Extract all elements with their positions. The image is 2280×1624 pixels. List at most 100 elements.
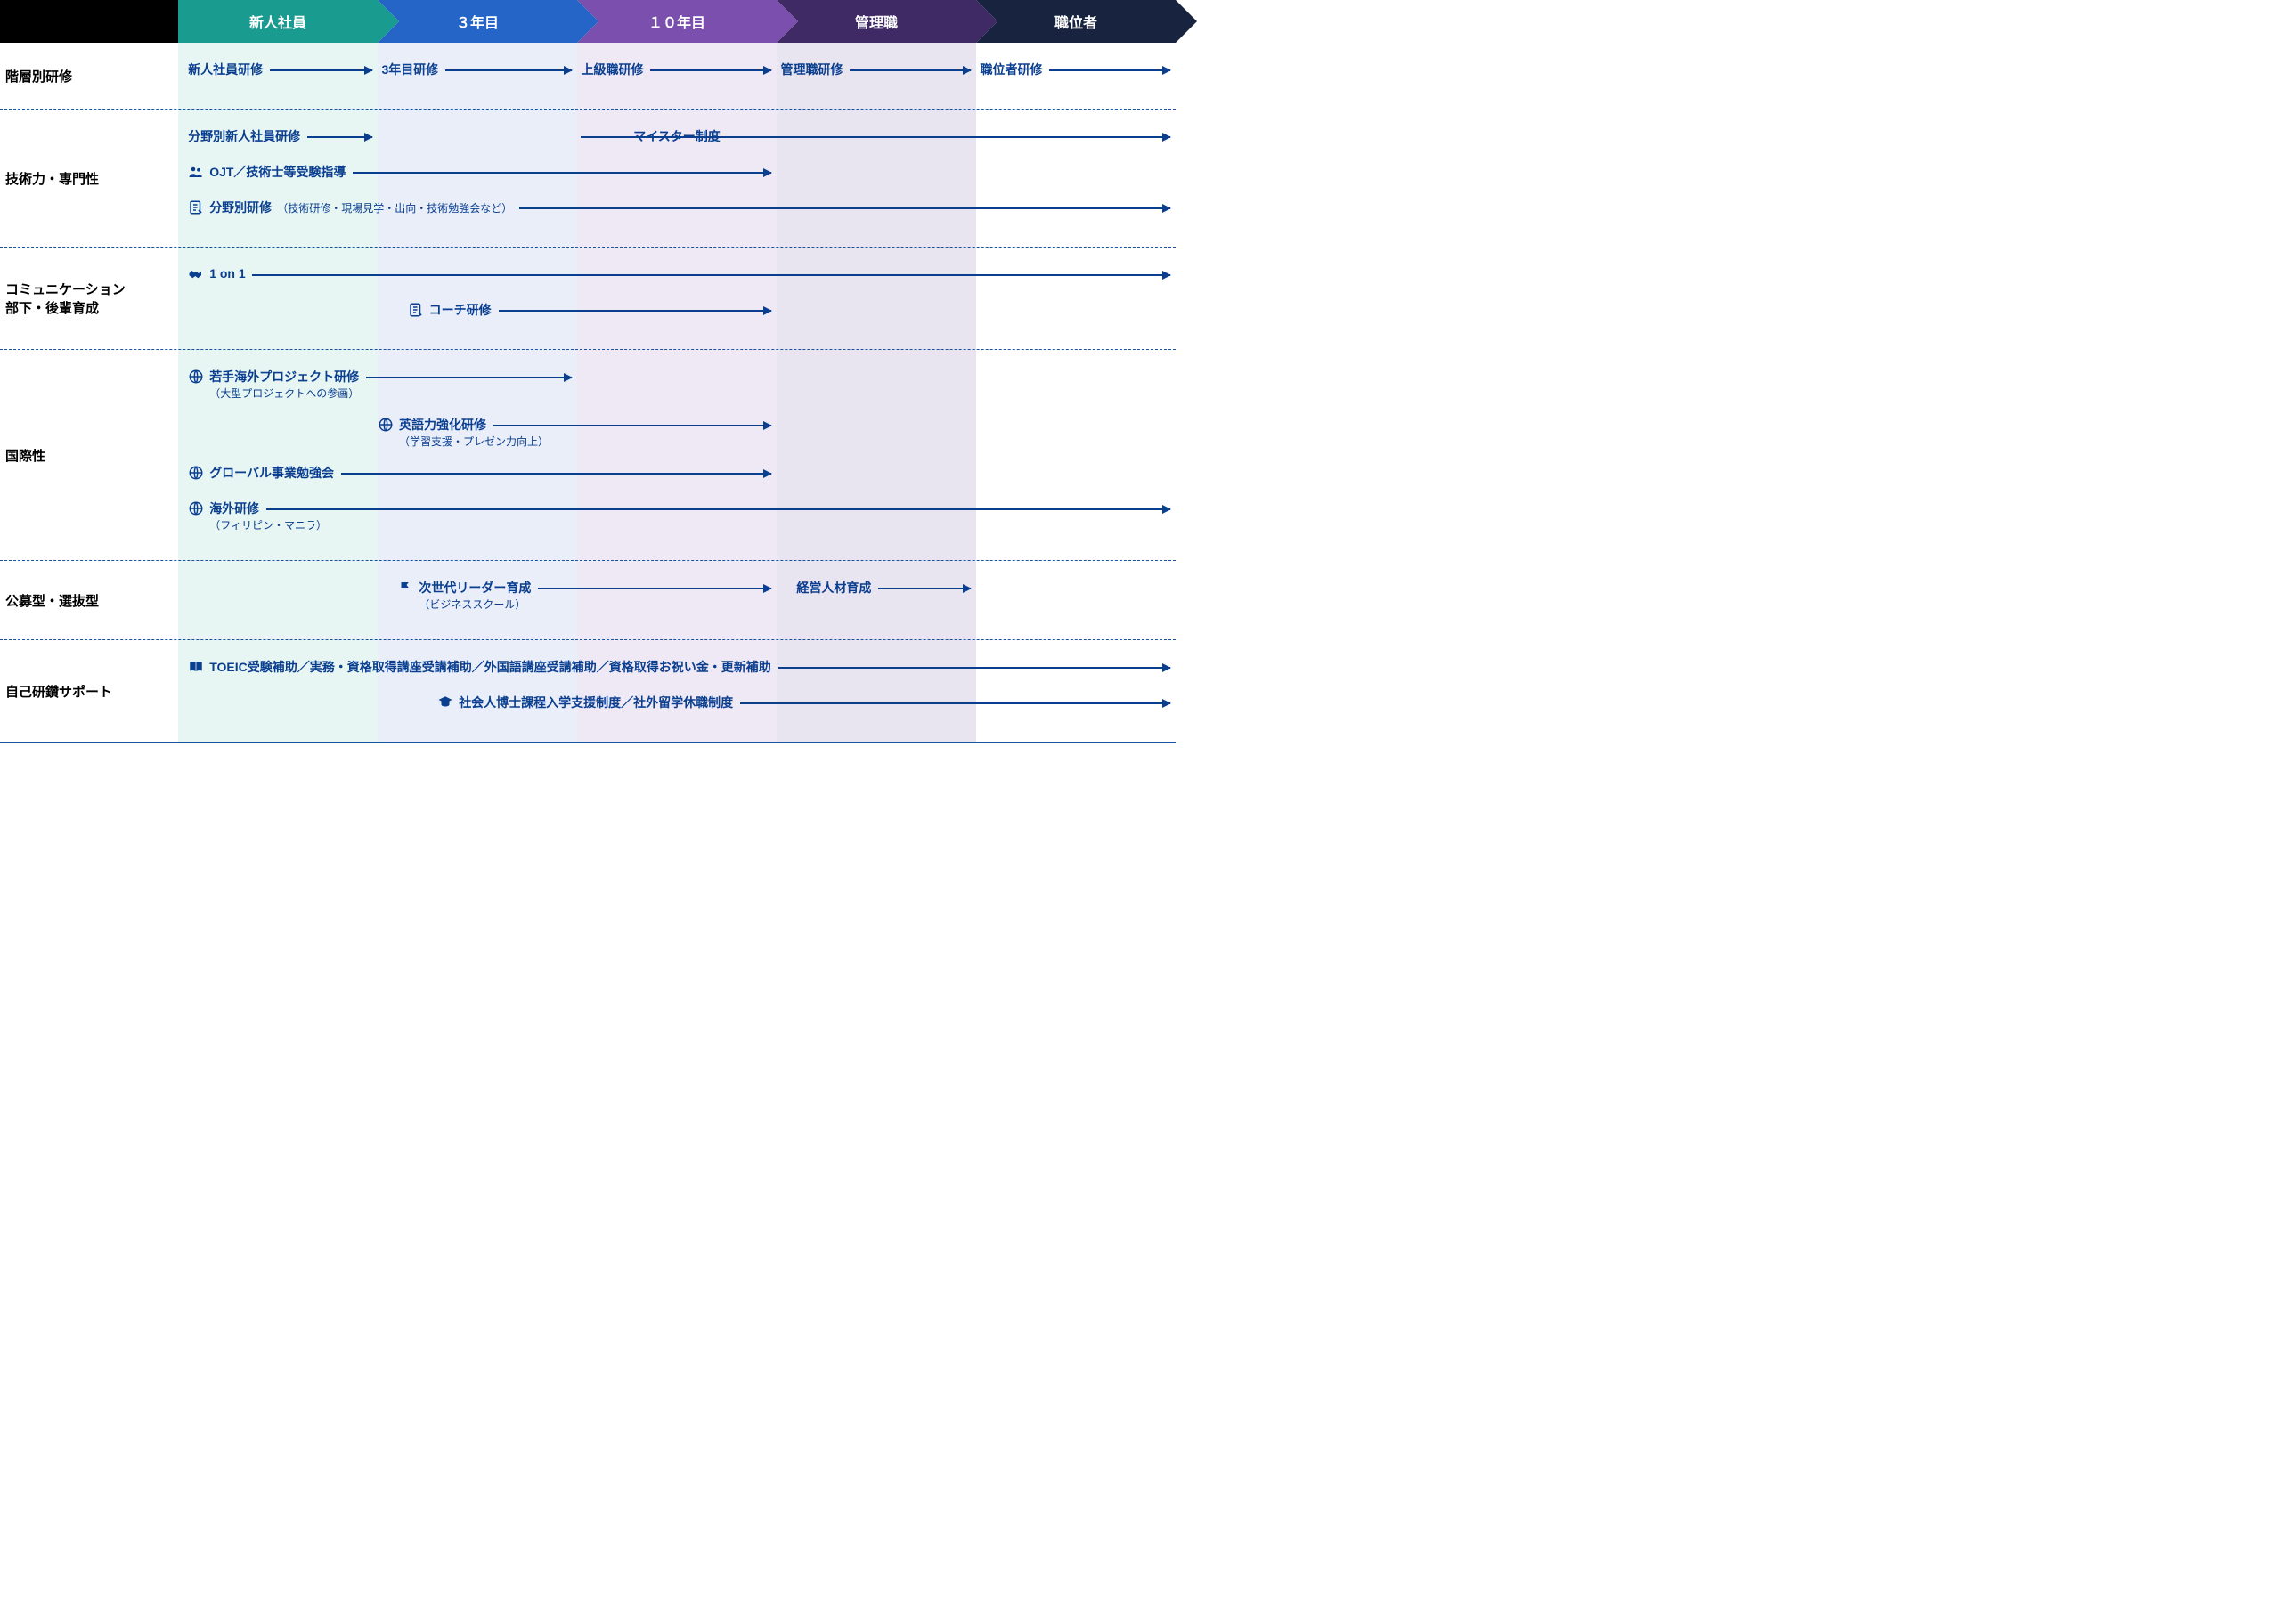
- stage-label: 管理職: [855, 11, 898, 32]
- program-label-text: 1 on 1: [209, 266, 245, 280]
- arrow-line: [499, 310, 771, 312]
- stage-label: 職位者: [1054, 11, 1097, 32]
- program-label: 上級職研修: [581, 61, 643, 78]
- row-content: 新人社員研修 3年目研修 上級職研修 管理職研修 職位者研修: [178, 43, 1176, 109]
- program-sublabel: （ビジネススクール）: [419, 597, 525, 612]
- category-row: 自己研鑽サポート TOEIC受験補助／実務・資格取得講座受講補助／外国語講座受講補…: [0, 640, 1176, 743]
- program-label-text: TOEIC受験補助／実務・資格取得講座受講補助／外国語講座受講補助／資格取得お祝…: [209, 658, 771, 676]
- stage-header: ３年目: [378, 0, 577, 43]
- program-label: 職位者研修: [980, 61, 1042, 78]
- track: 次世代リーダー育成（ビジネススクール） 経営人材育成: [178, 579, 1176, 621]
- arrow-line: [493, 425, 771, 426]
- category-row: 階層別研修新人社員研修 3年目研修 上級職研修 管理職研修 職位者研修: [0, 43, 1176, 110]
- program-label: 若手海外プロジェクト研修: [188, 368, 359, 386]
- arrow-line: [341, 473, 771, 475]
- category-row: コミュニケーション 部下・後輩育成 1 on 1 コーチ研修: [0, 248, 1176, 350]
- header-row: 新人社員 ３年目 １０年目 管理職 職位者: [0, 0, 1176, 43]
- arrow-line: [307, 136, 372, 138]
- program-label: 社会人博士課程入学支援制度／社外留学休職制度: [437, 694, 733, 711]
- program-label: 新人社員研修: [188, 61, 263, 78]
- program-label-text: 経営人材育成: [796, 579, 871, 597]
- program-label-text: 職位者研修: [980, 61, 1042, 78]
- row-content: 若手海外プロジェクト研修（大型プロジェクトへの参画） 英語力強化研修（学習支援・プ…: [178, 350, 1176, 560]
- stage-header: １０年目: [577, 0, 777, 43]
- track: 分野別新人社員研修 マイスター制度: [178, 127, 1176, 158]
- program-label-text: 英語力強化研修: [399, 416, 486, 434]
- arrow-line: [538, 588, 771, 589]
- grad-icon: [437, 694, 453, 710]
- program-sublabel: （フィリピン・マニラ）: [209, 517, 327, 532]
- arrow-line: [519, 207, 1170, 209]
- doc-icon: [188, 199, 204, 215]
- category-row: 技術力・専門性分野別新人社員研修マイスター制度OJT／技術士等受験指導分野別研修…: [0, 110, 1176, 248]
- program-label-text: 社会人博士課程入学支援制度／社外留学休職制度: [459, 694, 733, 711]
- header-corner: [0, 0, 178, 43]
- row-label: 階層別研修: [0, 43, 178, 109]
- stage-headers: 新人社員 ３年目 １０年目 管理職 職位者: [178, 0, 1176, 43]
- program-label-text: 新人社員研修: [188, 61, 263, 78]
- program-label: TOEIC受験補助／実務・資格取得講座受講補助／外国語講座受講補助／資格取得お祝…: [188, 658, 771, 676]
- track: 分野別研修 （技術研修・現場見学・出向・技術勉強会など）: [178, 199, 1176, 229]
- row-label: 自己研鑽サポート: [0, 640, 178, 742]
- program-label: 分野別新人社員研修: [188, 127, 300, 145]
- program-label-text: 分野別新人社員研修: [188, 127, 300, 145]
- handshake-icon: [188, 265, 204, 281]
- track: グローバル事業勉強会: [178, 464, 1176, 494]
- program-label: マイスター制度: [633, 127, 721, 145]
- row-label: コミュニケーション 部下・後輩育成: [0, 248, 178, 349]
- arrow-line: [778, 667, 1170, 669]
- flag-icon: [397, 580, 413, 596]
- track: 新人社員研修 3年目研修 上級職研修 管理職研修 職位者研修: [178, 61, 1176, 91]
- program-sublabel-inline: （技術研修・現場見学・出向・技術勉強会など）: [277, 200, 512, 215]
- program-sublabel: （大型プロジェクトへの参画）: [209, 386, 359, 401]
- doc-icon: [408, 302, 424, 318]
- program-label-text: OJT／技術士等受験指導: [209, 163, 346, 181]
- row-label: 技術力・専門性: [0, 110, 178, 247]
- program-label-text: 3年目研修: [381, 61, 438, 78]
- row-content: TOEIC受験補助／実務・資格取得講座受講補助／外国語講座受講補助／資格取得お祝…: [178, 640, 1176, 742]
- row-content: 1 on 1 コーチ研修: [178, 248, 1176, 349]
- arrow-line: [366, 377, 572, 378]
- arrow-line: [740, 702, 1170, 704]
- track: コーチ研修: [178, 301, 1176, 331]
- program-label-text: 分野別研修: [209, 199, 272, 216]
- program-label: 3年目研修: [381, 61, 438, 78]
- program-label: 経営人材育成: [796, 579, 871, 597]
- program-label: コーチ研修: [408, 301, 492, 319]
- stage-label: 新人社員: [249, 11, 306, 32]
- track: 社会人博士課程入学支援制度／社外留学休職制度: [178, 694, 1176, 724]
- arrow-line: [650, 69, 771, 71]
- program-label-text: 若手海外プロジェクト研修: [209, 368, 359, 386]
- program-label: 英語力強化研修: [378, 416, 486, 434]
- arrow-line: [266, 508, 1170, 510]
- arrow-line: [270, 69, 372, 71]
- arrow-line: [353, 172, 771, 174]
- arrow-line: [850, 69, 971, 71]
- track: 1 on 1: [178, 265, 1176, 296]
- program-label: OJT／技術士等受験指導: [188, 163, 346, 181]
- people-icon: [188, 164, 204, 180]
- training-roadmap-chart: 新人社員 ３年目 １０年目 管理職 職位者 階層別研修新人社員研修 3年目研修 上級職研修 管…: [0, 0, 1176, 743]
- program-label-text: 海外研修: [209, 499, 259, 517]
- program-label-text: コーチ研修: [429, 301, 492, 319]
- stage-label: １０年目: [648, 11, 705, 32]
- program-label-text: 上級職研修: [581, 61, 643, 78]
- track: OJT／技術士等受験指導: [178, 163, 1176, 193]
- program-label: 管理職研修: [780, 61, 843, 78]
- book-icon: [188, 659, 204, 675]
- row-content: 次世代リーダー育成（ビジネススクール） 経営人材育成: [178, 561, 1176, 639]
- globe-icon: [188, 465, 204, 481]
- arrow-line: [1049, 69, 1170, 71]
- arrow-line: [878, 588, 971, 589]
- row-label: 国際性: [0, 350, 178, 560]
- arrow-line: [445, 69, 572, 71]
- program-label: 分野別研修 （技術研修・現場見学・出向・技術勉強会など）: [188, 199, 512, 216]
- arrow-line: [252, 274, 1170, 276]
- stage-header: 新人社員: [178, 0, 378, 43]
- globe-icon: [378, 417, 394, 433]
- program-label: 次世代リーダー育成: [397, 579, 531, 597]
- track: 英語力強化研修（学習支援・プレゼン力向上）: [178, 416, 1176, 459]
- program-label-text: グローバル事業勉強会: [209, 464, 334, 482]
- globe-icon: [188, 500, 204, 516]
- stage-header: 管理職: [777, 0, 976, 43]
